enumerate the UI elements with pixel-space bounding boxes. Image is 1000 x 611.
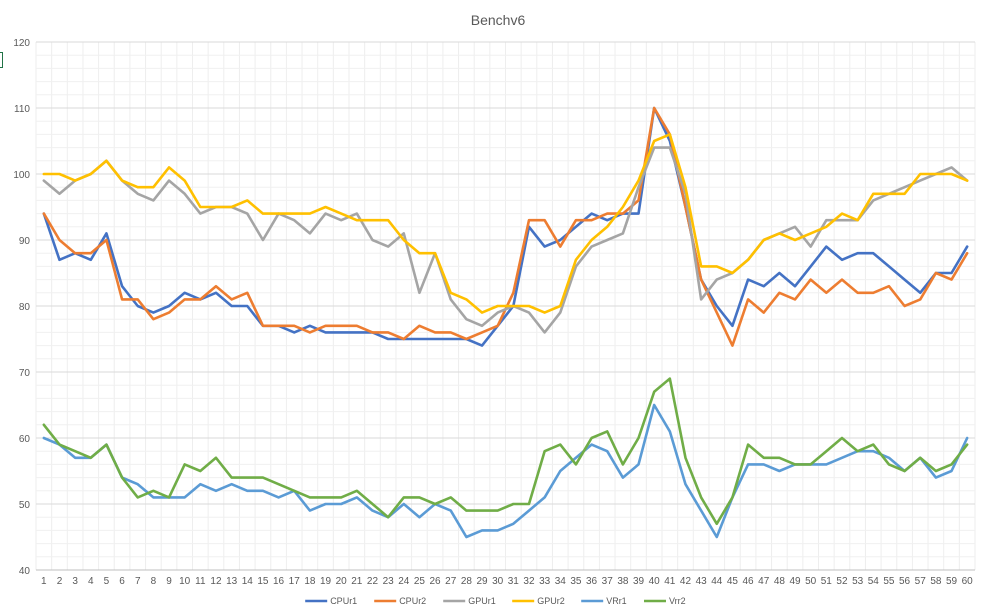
y-tick-label: 120 <box>13 38 30 49</box>
x-tick-label: 21 <box>351 576 363 587</box>
y-tick-label: 50 <box>19 500 31 511</box>
x-tick-label: 50 <box>805 576 817 587</box>
x-tick-label: 32 <box>523 576 535 587</box>
legend-item-vrr2: Vrr2 <box>644 596 686 606</box>
legend-label: CPUr2 <box>399 596 426 606</box>
x-tick-label: 11 <box>195 576 206 587</box>
x-tick-label: 5 <box>104 576 110 587</box>
x-tick-label: 25 <box>414 576 426 587</box>
x-tick-label: 2 <box>57 576 63 587</box>
y-tick-label: 40 <box>19 566 31 577</box>
x-tick-label: 38 <box>617 576 629 587</box>
x-tick-label: 42 <box>680 576 692 587</box>
legend-label: Vrr2 <box>669 596 686 606</box>
x-tick-label: 6 <box>119 576 125 587</box>
x-tick-label: 46 <box>743 576 755 587</box>
x-tick-label: 19 <box>320 576 332 587</box>
x-tick-label: 41 <box>664 576 676 587</box>
x-tick-label: 35 <box>570 576 582 587</box>
legend-item-vrr1: VRr1 <box>581 596 627 606</box>
x-tick-label: 12 <box>210 576 222 587</box>
x-tick-label: 34 <box>555 576 567 587</box>
x-tick-label: 4 <box>88 576 94 587</box>
series-line-gpur2 <box>42 133 969 314</box>
x-tick-label: 15 <box>257 576 269 587</box>
x-tick-label: 3 <box>72 576 78 587</box>
x-tick-label: 31 <box>508 576 520 587</box>
x-tick-label: 22 <box>367 576 379 587</box>
series-line-gpur1 <box>42 146 969 334</box>
x-tick-label: 36 <box>586 576 598 587</box>
y-tick-label: 100 <box>13 170 30 181</box>
legend-item-gpur2: GPUr2 <box>512 596 565 606</box>
x-tick-label: 17 <box>289 576 301 587</box>
chart-title: Benchv6 <box>471 12 526 28</box>
x-tick-label: 57 <box>915 576 927 587</box>
x-tick-label: 39 <box>633 576 645 587</box>
legend-item-gpur1: GPUr1 <box>443 596 496 606</box>
x-tick-label: 24 <box>398 576 410 587</box>
y-tick-label: 60 <box>19 434 31 445</box>
x-tick-label: 51 <box>821 576 833 587</box>
legend-item-cpur1: CPUr1 <box>305 596 357 606</box>
x-tick-label: 60 <box>962 576 974 587</box>
x-tick-label: 56 <box>899 576 911 587</box>
series-line-vrr2 <box>42 377 969 526</box>
x-tick-label: 45 <box>727 576 739 587</box>
x-tick-label: 37 <box>602 576 614 587</box>
x-tick-label: 40 <box>649 576 661 587</box>
y-tick-label: 90 <box>19 236 31 247</box>
x-tick-label: 9 <box>166 576 172 587</box>
gridlines <box>35 41 976 571</box>
x-tick-label: 10 <box>179 576 191 587</box>
series-group <box>42 106 969 539</box>
x-tick-label: 29 <box>476 576 488 587</box>
x-tick-label: 20 <box>336 576 348 587</box>
x-tick-label: 7 <box>135 576 141 587</box>
spreadsheet-cell-marker <box>0 52 3 68</box>
x-tick-label: 33 <box>539 576 551 587</box>
legend-label: VRr1 <box>606 596 627 606</box>
legend-label: GPUr2 <box>537 596 565 606</box>
x-tick-label: 14 <box>242 576 254 587</box>
legend-label: GPUr1 <box>468 596 496 606</box>
x-tick-label: 8 <box>151 576 157 587</box>
x-tick-label: 44 <box>711 576 723 587</box>
x-tick-label: 58 <box>930 576 942 587</box>
x-tick-label: 55 <box>883 576 895 587</box>
x-tick-label: 54 <box>868 576 880 587</box>
x-tick-label: 18 <box>304 576 316 587</box>
y-tick-label: 80 <box>19 302 31 313</box>
x-tick-label: 23 <box>383 576 395 587</box>
x-tick-label: 53 <box>852 576 864 587</box>
legend-item-cpur2: CPUr2 <box>374 596 426 606</box>
y-tick-label: 70 <box>19 368 31 379</box>
x-tick-label: 13 <box>226 576 238 587</box>
y-tick-label: 110 <box>14 104 30 115</box>
x-tick-label: 59 <box>946 576 958 587</box>
x-tick-label: 52 <box>836 576 848 587</box>
x-tick-label: 47 <box>758 576 770 587</box>
x-tick-label: 16 <box>273 576 285 587</box>
legend: CPUr1 CPUr2 GPUr1 GPUr2 VRr1 Vrr2 <box>305 596 686 606</box>
x-tick-label: 30 <box>492 576 504 587</box>
x-tick-label: 1 <box>41 576 47 587</box>
x-tick-label: 28 <box>461 576 473 587</box>
x-tick-label: 49 <box>789 576 801 587</box>
x-tick-label: 43 <box>696 576 708 587</box>
x-tick-label: 26 <box>430 576 442 587</box>
series-line-vrr1 <box>42 403 969 539</box>
x-tick-label: 27 <box>445 576 457 587</box>
legend-label: CPUr1 <box>330 596 357 606</box>
x-tick-label: 48 <box>774 576 786 587</box>
